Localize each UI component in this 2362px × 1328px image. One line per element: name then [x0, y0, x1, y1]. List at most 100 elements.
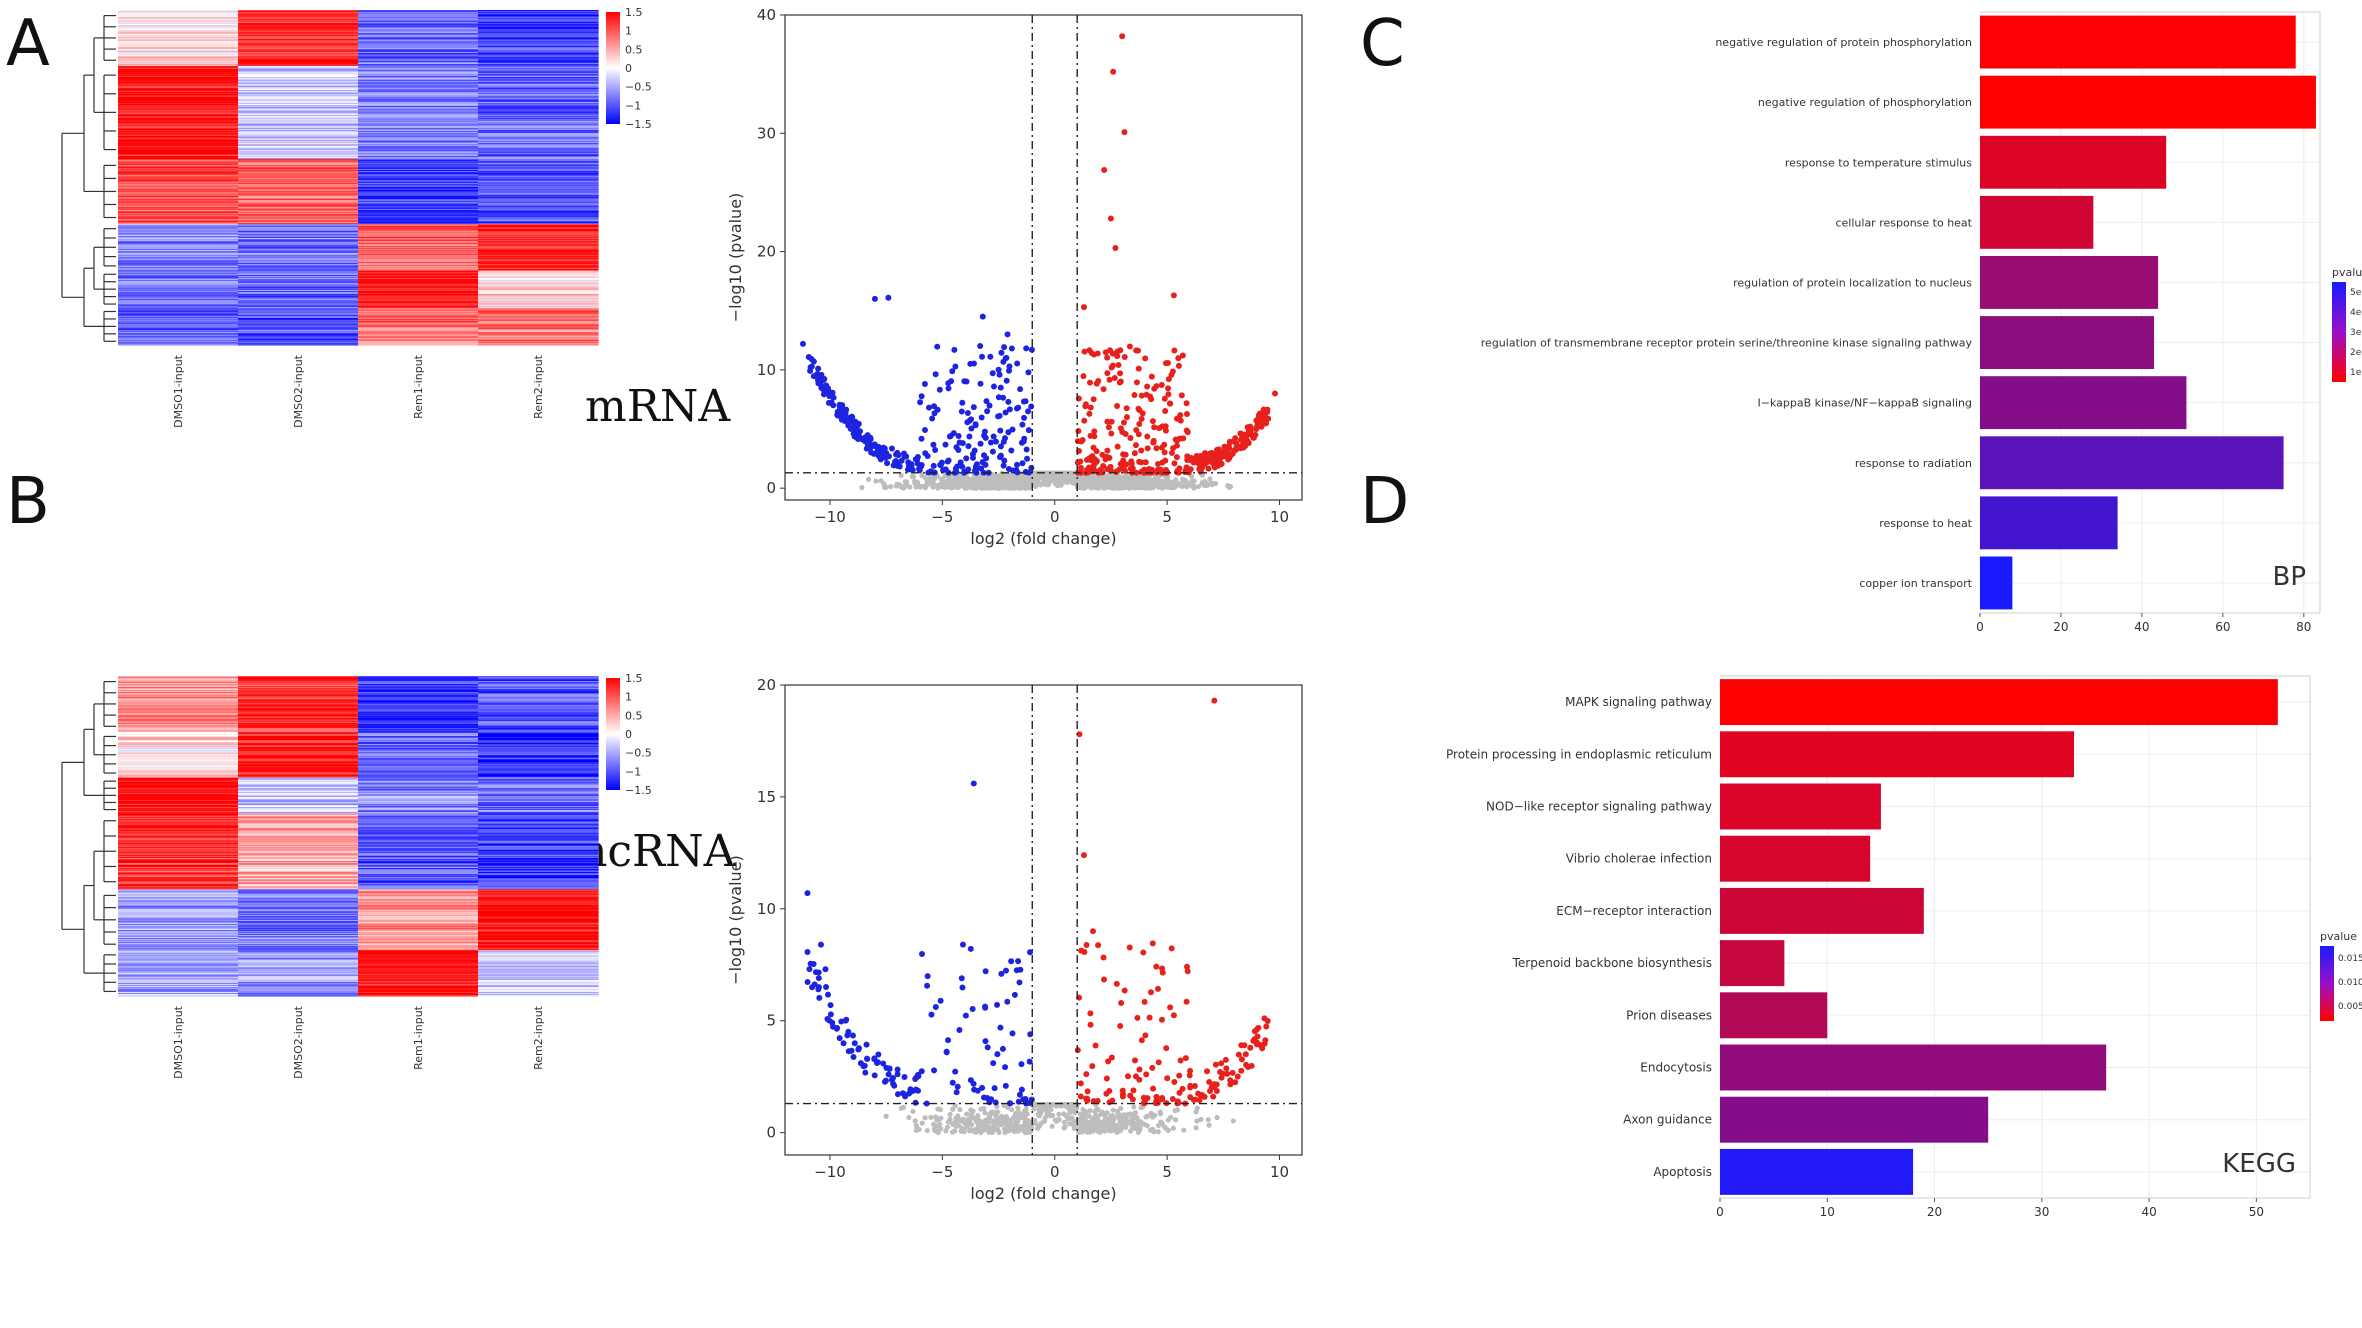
heatmap-cell [478, 701, 599, 704]
heatmap-cell [118, 161, 239, 164]
heatmap-cell [238, 912, 359, 915]
heatmap-mrna: DMSO1-input DMSO2-input Rem1-input Rem2-inp… [61, 6, 652, 428]
heatmap-cell [118, 938, 239, 940]
heatmap-cell [118, 103, 239, 106]
heatmap-cell [358, 225, 479, 228]
heatmap-cell [358, 904, 479, 907]
volcano-point-down [995, 413, 1002, 420]
heatmap-cell [238, 822, 359, 824]
heatmap-cell [118, 195, 239, 197]
heatmap-cell [358, 238, 479, 241]
heatmap-cell [118, 22, 239, 24]
heatmap-cell [238, 260, 359, 262]
heatmap-cell [238, 88, 359, 90]
heatmap-cell [358, 100, 479, 102]
volcano-point-up [1077, 464, 1084, 471]
heatmap-cell [238, 733, 359, 736]
heatmap-cell [238, 755, 359, 757]
bar [1980, 496, 2118, 550]
heatmap-cell [238, 251, 359, 253]
heatmap-cell [358, 712, 479, 715]
heatmap-cell [238, 50, 359, 53]
heatmap-cell [358, 770, 479, 773]
heatmap-cell [358, 56, 479, 59]
heatmap-cell [478, 748, 599, 750]
heatmap-cell [238, 756, 359, 758]
heatmap-cell [238, 224, 359, 226]
volcano-point-down [823, 382, 830, 389]
heatmap-cell [358, 181, 479, 183]
heatmap-cell [478, 92, 599, 95]
heatmap-cell [238, 958, 359, 961]
volcano-point-highlight [1110, 68, 1117, 75]
heatmap-cell [118, 679, 239, 681]
heatmap-cell [358, 185, 479, 188]
heatmap-cell [478, 255, 599, 258]
heatmap-cell [358, 17, 479, 19]
heatmap-cell [358, 303, 479, 305]
heatmap-cell [238, 864, 359, 867]
heatmap-cell [238, 763, 359, 765]
heatmap-cell [118, 854, 239, 857]
heatmap-cell [358, 21, 479, 23]
heatmap-cell [478, 144, 599, 147]
heatmap-cell [478, 711, 599, 714]
heatmap-cell [358, 204, 479, 207]
heatmap-cell [238, 142, 359, 144]
volcano-point-down [1028, 464, 1035, 471]
volcano-point-up [1100, 463, 1107, 470]
heatmap-cell [238, 744, 359, 746]
heatmap-cell [358, 236, 479, 238]
volcano-point-up [1183, 410, 1190, 417]
heatmap-cell [118, 877, 239, 879]
heatmap-cell [358, 48, 479, 50]
heatmap-cell [358, 83, 479, 86]
volcano-point-down [880, 444, 887, 451]
heatmap-cell [478, 21, 599, 23]
heatmap-cell [118, 237, 239, 240]
heatmap-cell [478, 112, 599, 114]
heatmap-cell [358, 939, 479, 941]
heatmap-cell [238, 107, 359, 110]
volcano-point-up [1081, 348, 1088, 355]
heatmap-cell [478, 790, 599, 793]
heatmap-cell [478, 795, 599, 798]
heatmap-cell [358, 731, 479, 734]
heatmap-cell [358, 221, 479, 223]
heatmap-cell [358, 695, 479, 697]
heatmap-cell [238, 975, 359, 978]
heatmap-cell [478, 230, 599, 233]
heatmap-cell [118, 865, 239, 868]
heatmap-cell [358, 311, 479, 314]
heatmap-cell [358, 858, 479, 861]
heatmap-cell [358, 277, 479, 279]
heatmap-cell [478, 708, 599, 711]
heatmap-cell [238, 92, 359, 95]
heatmap-cell [358, 760, 479, 762]
heatmap-cell [358, 719, 479, 722]
heatmap-cell [238, 900, 359, 903]
heatmap-cell [118, 726, 239, 729]
volcano-point-down [930, 441, 937, 448]
heatmap-cell [238, 716, 359, 719]
heatmap-cell [238, 725, 359, 728]
heatmap-cell [478, 917, 599, 920]
heatmap-cell [358, 899, 479, 902]
heatmap-cell [478, 159, 599, 162]
heatmap-cell [238, 945, 359, 947]
heatmap-cell [478, 813, 599, 815]
heatmap-cell [118, 128, 239, 130]
heatmap-cell [118, 314, 239, 316]
heatmap-cell [358, 324, 479, 327]
heatmap-cell [238, 203, 359, 206]
heatmap-cell [358, 936, 479, 938]
legend-colorbar [2332, 282, 2346, 382]
heatmap-cell [358, 917, 479, 920]
heatmap-cell [358, 838, 479, 841]
heatmap-cell [358, 940, 479, 942]
heatmap-cell [118, 147, 239, 150]
heatmap-cell [478, 791, 599, 794]
heatmap-cell [478, 774, 599, 777]
volcano-point-down [1005, 429, 1012, 436]
volcano-point-down [883, 450, 890, 457]
